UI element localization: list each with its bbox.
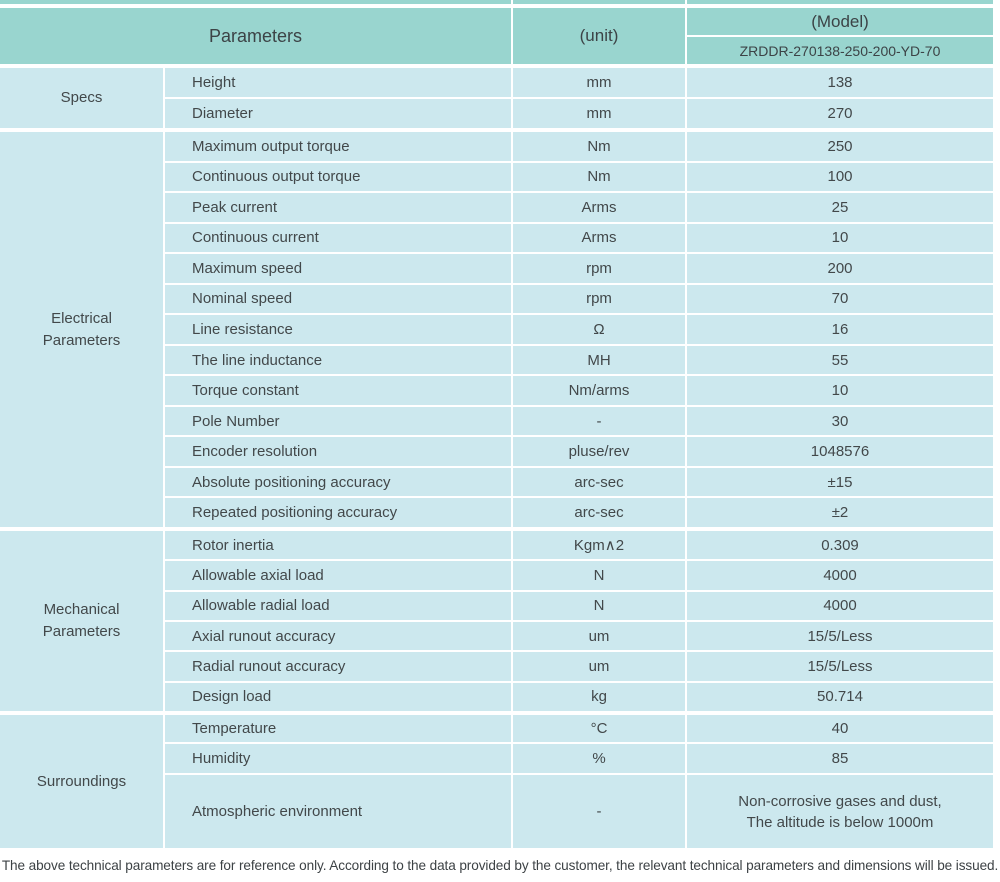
header-unit: (unit)	[513, 8, 685, 64]
value-cell: 25	[687, 193, 993, 222]
unit-cell: rpm	[513, 254, 685, 283]
value-cell: 16	[687, 315, 993, 344]
value-cell: ±2	[687, 498, 993, 527]
unit-cell: Nm/arms	[513, 376, 685, 405]
param-cell: Design load	[165, 682, 511, 711]
unit-cell: mm	[513, 99, 685, 128]
unit-cell: um	[513, 652, 685, 681]
value-cell: 85	[687, 744, 993, 773]
header-model-cell: (Model) ZRDDR-270138-250-200-YD-70	[687, 8, 993, 64]
section-label: Electrical Parameters	[0, 132, 163, 527]
param-cell: Temperature	[165, 715, 511, 742]
param-cell: Torque constant	[165, 376, 511, 405]
param-cell: Atmospheric environment	[165, 775, 511, 848]
unit-cell: Ω	[513, 315, 685, 344]
param-cell: Axial runout accuracy	[165, 622, 511, 651]
unit-cell: Nm	[513, 162, 685, 192]
param-cell: Absolute positioning accuracy	[165, 467, 511, 497]
value-cell: 0.309	[687, 531, 993, 560]
value-cell: 40	[687, 715, 993, 742]
value-cell: 15/5/Less	[687, 622, 993, 651]
section-label: Mechanical Parameters	[0, 531, 163, 711]
unit-cell: -	[513, 775, 685, 848]
top-edge-segment	[0, 0, 511, 4]
section-specs: Specs Height mm 138 Diameter mm 270	[0, 68, 993, 128]
param-cell: Allowable axial load	[165, 561, 511, 590]
top-edge-segment	[513, 0, 685, 4]
unit-cell: Arms	[513, 223, 685, 253]
value-cell: 70	[687, 284, 993, 314]
table-header: Parameters (unit) (Model) ZRDDR-270138-2…	[0, 8, 993, 64]
header-parameters: Parameters	[0, 8, 511, 64]
param-cell: Peak current	[165, 193, 511, 222]
param-cell: Humidity	[165, 744, 511, 773]
param-cell: Maximum output torque	[165, 132, 511, 161]
param-cell: Continuous current	[165, 223, 511, 253]
unit-cell: pluse/rev	[513, 437, 685, 466]
value-cell: 10	[687, 223, 993, 253]
unit-cell: N	[513, 591, 685, 620]
param-cell: Pole Number	[165, 406, 511, 436]
footer-note: The above technical parameters are for r…	[1, 857, 999, 873]
value-cell: 10	[687, 376, 993, 405]
value-cell: 4000	[687, 561, 993, 590]
param-cell: The line inductance	[165, 345, 511, 375]
spec-table: Parameters (unit) (Model) ZRDDR-270138-2…	[0, 0, 993, 848]
value-cell: 138	[687, 68, 993, 97]
value-cell: 15/5/Less	[687, 652, 993, 681]
value-cell: 4000	[687, 591, 993, 620]
unit-cell: °C	[513, 715, 685, 742]
value-cell: 270	[687, 99, 993, 128]
value-cell: Non-corrosive gases and dust, The altitu…	[687, 775, 993, 848]
model-code: ZRDDR-270138-250-200-YD-70	[687, 37, 993, 64]
param-cell: Encoder resolution	[165, 437, 511, 466]
header-model-label: (Model)	[687, 8, 993, 35]
section-label: Specs	[0, 68, 163, 128]
param-cell: Line resistance	[165, 315, 511, 344]
value-cell: ±15	[687, 467, 993, 497]
section-label: Surroundings	[0, 715, 163, 848]
unit-cell: kg	[513, 682, 685, 711]
param-cell: Height	[165, 68, 511, 97]
unit-cell: Nm	[513, 132, 685, 161]
value-cell: 55	[687, 345, 993, 375]
value-cell: 50.714	[687, 682, 993, 711]
unit-cell: mm	[513, 68, 685, 97]
unit-cell: -	[513, 406, 685, 436]
value-cell: 200	[687, 254, 993, 283]
value-cell: 250	[687, 132, 993, 161]
param-cell: Continuous output torque	[165, 162, 511, 192]
unit-cell: um	[513, 622, 685, 651]
unit-cell: Arms	[513, 193, 685, 222]
section-surroundings: Surroundings Temperature °C 40 Humidity …	[0, 715, 993, 848]
param-cell: Allowable radial load	[165, 591, 511, 620]
param-cell: Maximum speed	[165, 254, 511, 283]
unit-cell: rpm	[513, 284, 685, 314]
param-cell: Radial runout accuracy	[165, 652, 511, 681]
param-cell: Repeated positioning accuracy	[165, 498, 511, 527]
top-edge-segment	[687, 0, 993, 4]
unit-cell: %	[513, 744, 685, 773]
value-cell: 1048576	[687, 437, 993, 466]
param-cell: Diameter	[165, 99, 511, 128]
unit-cell: N	[513, 561, 685, 590]
unit-cell: MH	[513, 345, 685, 375]
value-cell: 30	[687, 406, 993, 436]
param-cell: Rotor inertia	[165, 531, 511, 560]
unit-cell: arc-sec	[513, 467, 685, 497]
unit-cell: arc-sec	[513, 498, 685, 527]
top-edge-strip	[0, 0, 993, 4]
unit-cell: Kgm∧2	[513, 531, 685, 560]
param-cell: Nominal speed	[165, 284, 511, 314]
section-mechanical-parameters: Mechanical Parameters Rotor inertia Kgm∧…	[0, 531, 993, 711]
section-electrical-parameters: Electrical Parameters Maximum output tor…	[0, 132, 993, 527]
value-cell: 100	[687, 162, 993, 192]
